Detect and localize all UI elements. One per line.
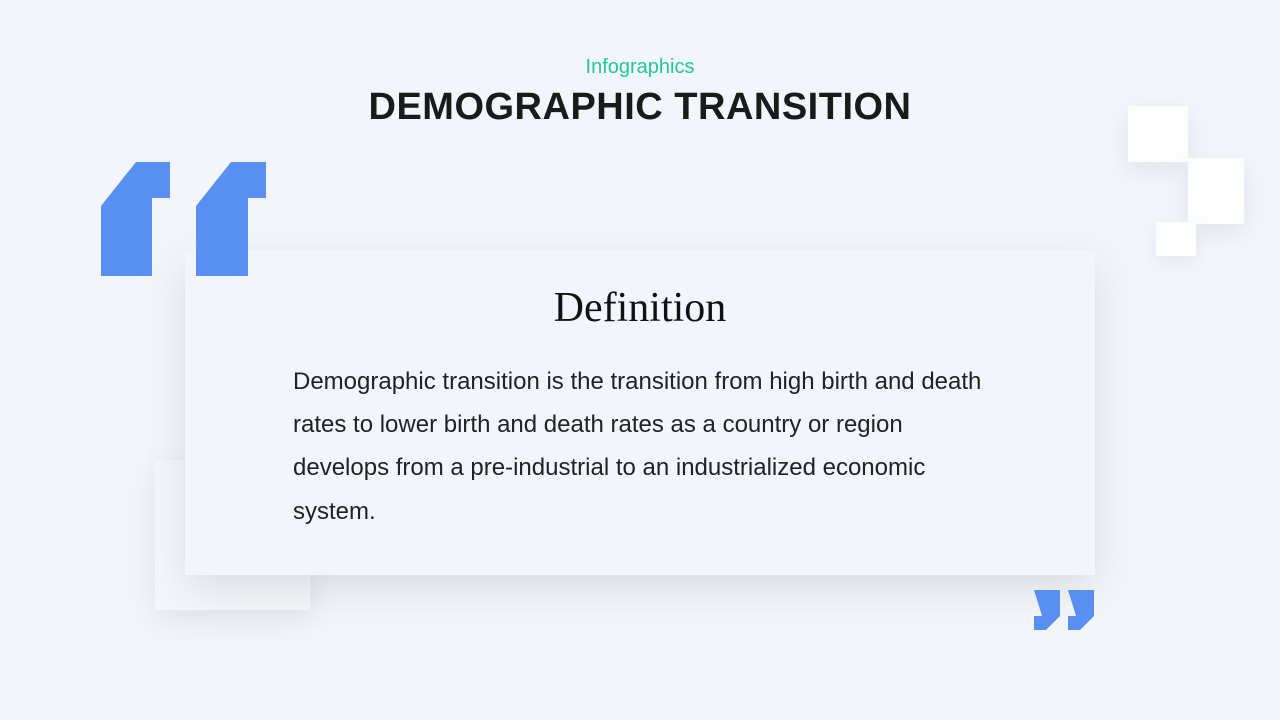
decorative-square-small bbox=[1156, 222, 1196, 256]
card-body: Demographic transition is the transition… bbox=[293, 360, 987, 533]
page-title: DEMOGRAPHIC TRANSITION bbox=[0, 86, 1280, 129]
decorative-square-mid bbox=[1188, 158, 1244, 224]
definition-card: Definition Demographic transition is the… bbox=[185, 250, 1095, 575]
card-heading: Definition bbox=[293, 284, 987, 332]
eyebrow-label: Infographics bbox=[0, 56, 1280, 79]
quote-close-icon bbox=[1032, 588, 1096, 632]
decorative-square-top bbox=[1128, 106, 1188, 162]
quote-open-icon bbox=[98, 158, 270, 280]
